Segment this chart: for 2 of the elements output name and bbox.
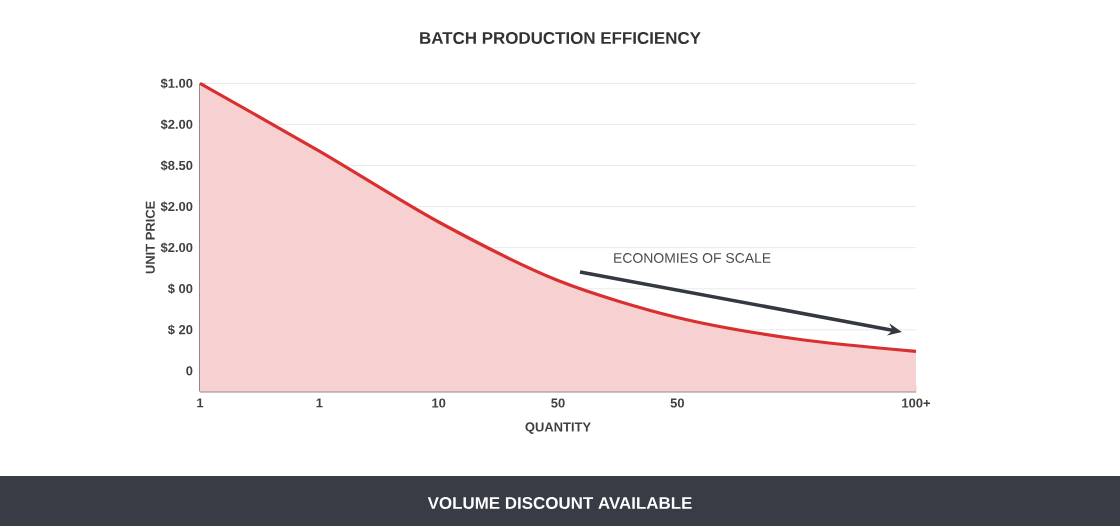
text: VOLUME DISCOUNT AVAILABLE	[427, 497, 692, 509]
chart-title: BATCH PRODUCTION EFFICIENCY	[420, 32, 701, 44]
